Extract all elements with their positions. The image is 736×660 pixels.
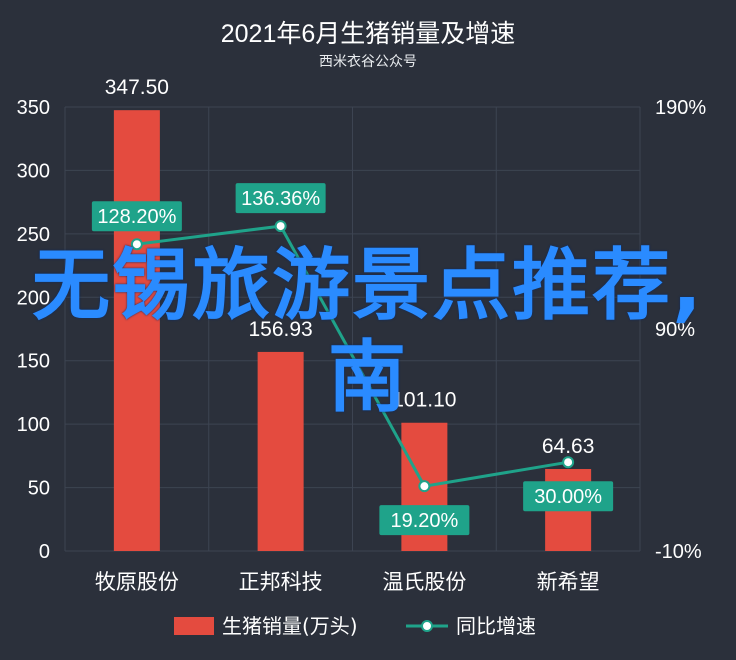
legend-swatch-bar <box>174 617 214 635</box>
growth-point <box>274 220 287 233</box>
growth-value-label: 19.20% <box>390 510 458 532</box>
bar-value-label: 64.63 <box>542 435 595 458</box>
y-tick-right: 90% <box>655 319 695 341</box>
bar-value-label: 156.93 <box>249 318 313 341</box>
growth-value-label: 136.36% <box>241 188 320 210</box>
y-tick-left: 50 <box>28 478 50 500</box>
growth-label-box <box>523 481 614 512</box>
bar <box>113 110 160 552</box>
x-tick-label: 正邦科技 <box>239 570 323 594</box>
growth-line <box>130 220 575 493</box>
chart-subtitle: 西米衣谷公众号 <box>319 53 417 69</box>
legend: 生猪销量(万头) 同比增速 <box>174 614 536 638</box>
x-tick-label: 温氏股份 <box>382 570 466 594</box>
growth-label-box <box>379 505 470 536</box>
y-tick-left: 0 <box>39 541 50 563</box>
growth-label-box <box>235 183 326 214</box>
growth-value-label: 128.20% <box>97 206 176 228</box>
growth-value-label: 30.00% <box>534 486 602 508</box>
y-tick-right: -10% <box>655 541 702 563</box>
x-tick-label: 牧原股份 <box>95 570 179 594</box>
bar-value-label: 347.50 <box>105 76 169 99</box>
growth-label-box <box>91 201 182 232</box>
legend-label-line: 同比增速 <box>456 614 536 638</box>
y-tick-left: 350 <box>17 97 50 119</box>
y-tick-left: 150 <box>17 351 50 373</box>
y-tick-left: 300 <box>17 160 50 182</box>
y-tick-left: 250 <box>17 224 50 246</box>
growth-point <box>130 238 143 251</box>
growth-point <box>418 480 431 493</box>
legend-swatch-marker <box>421 620 433 632</box>
watermark-overlay: 无锡旅游景点推荐,南 <box>32 241 704 423</box>
axes: 0 50 100 150 200 250 300 350 -10% 90% 190% 牧原股份 正邦科技… <box>17 97 707 594</box>
data-labels: 347.50 156.93 101.10 64.63 128.20% 136.36% 19.… <box>91 76 614 536</box>
growth-point <box>562 456 575 469</box>
growth-line-path <box>136 224 569 488</box>
y-tick-left: 200 <box>17 287 50 309</box>
y-tick-right: 190% <box>655 97 706 119</box>
x-tick-label: 新希望 <box>537 570 600 594</box>
chart-title: 2021年6月生猪销量及增速 <box>221 20 516 48</box>
bar <box>257 351 304 551</box>
grid <box>64 106 641 552</box>
bar-value-label: 101.10 <box>392 389 456 412</box>
y-tick-left: 100 <box>17 414 50 436</box>
legend-label-bar: 生猪销量(万头) <box>222 614 358 638</box>
